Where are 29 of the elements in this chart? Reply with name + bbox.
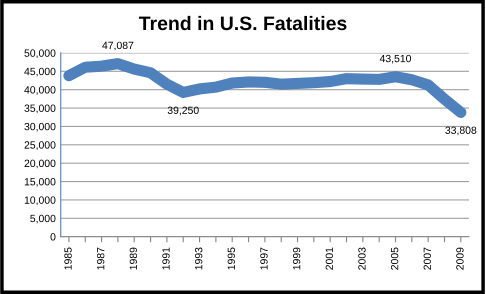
y-tick-label: 30,000 bbox=[24, 122, 56, 132]
x-tick-label: 1997 bbox=[260, 248, 268, 270]
x-tick-label: 2009 bbox=[456, 248, 464, 270]
data-label: 39,250 bbox=[168, 106, 199, 116]
x-tick-label: 2003 bbox=[358, 248, 366, 270]
y-tick-label: 25,000 bbox=[24, 141, 56, 150]
data-label: 47,087 bbox=[102, 42, 134, 50]
x-tick-label: 1985 bbox=[64, 248, 72, 270]
y-tick-label: 15,000 bbox=[24, 178, 56, 187]
y-tick-label: 0 bbox=[50, 233, 56, 241]
data-label: 33,808 bbox=[445, 126, 476, 136]
x-tick-label: 2001 bbox=[326, 248, 333, 270]
y-tick-label: 20,000 bbox=[24, 160, 56, 168]
x-tick-label: 1993 bbox=[194, 248, 202, 270]
y-tick-label: 35,000 bbox=[24, 104, 56, 114]
x-tick-label: 1987 bbox=[96, 248, 104, 270]
x-tick-label: 1989 bbox=[130, 248, 138, 270]
y-tick-label: 40,000 bbox=[24, 86, 56, 95]
x-tick-label: 2005 bbox=[390, 248, 398, 270]
y-tick-label: 45,000 bbox=[24, 68, 56, 76]
x-tick-label: 1991 bbox=[162, 248, 170, 270]
y-tick-label: 10,000 bbox=[24, 196, 56, 206]
y-tick-label: 50,000 bbox=[24, 49, 56, 58]
data-label: 43,510 bbox=[380, 54, 412, 64]
chart-title: Trend in U.S. Fatalities bbox=[138, 16, 346, 30]
x-tick-label: 2007 bbox=[424, 248, 431, 270]
y-tick-label: 5,000 bbox=[30, 214, 56, 224]
x-tick-label: 1999 bbox=[292, 248, 300, 270]
x-tick-label: 1995 bbox=[228, 248, 236, 270]
